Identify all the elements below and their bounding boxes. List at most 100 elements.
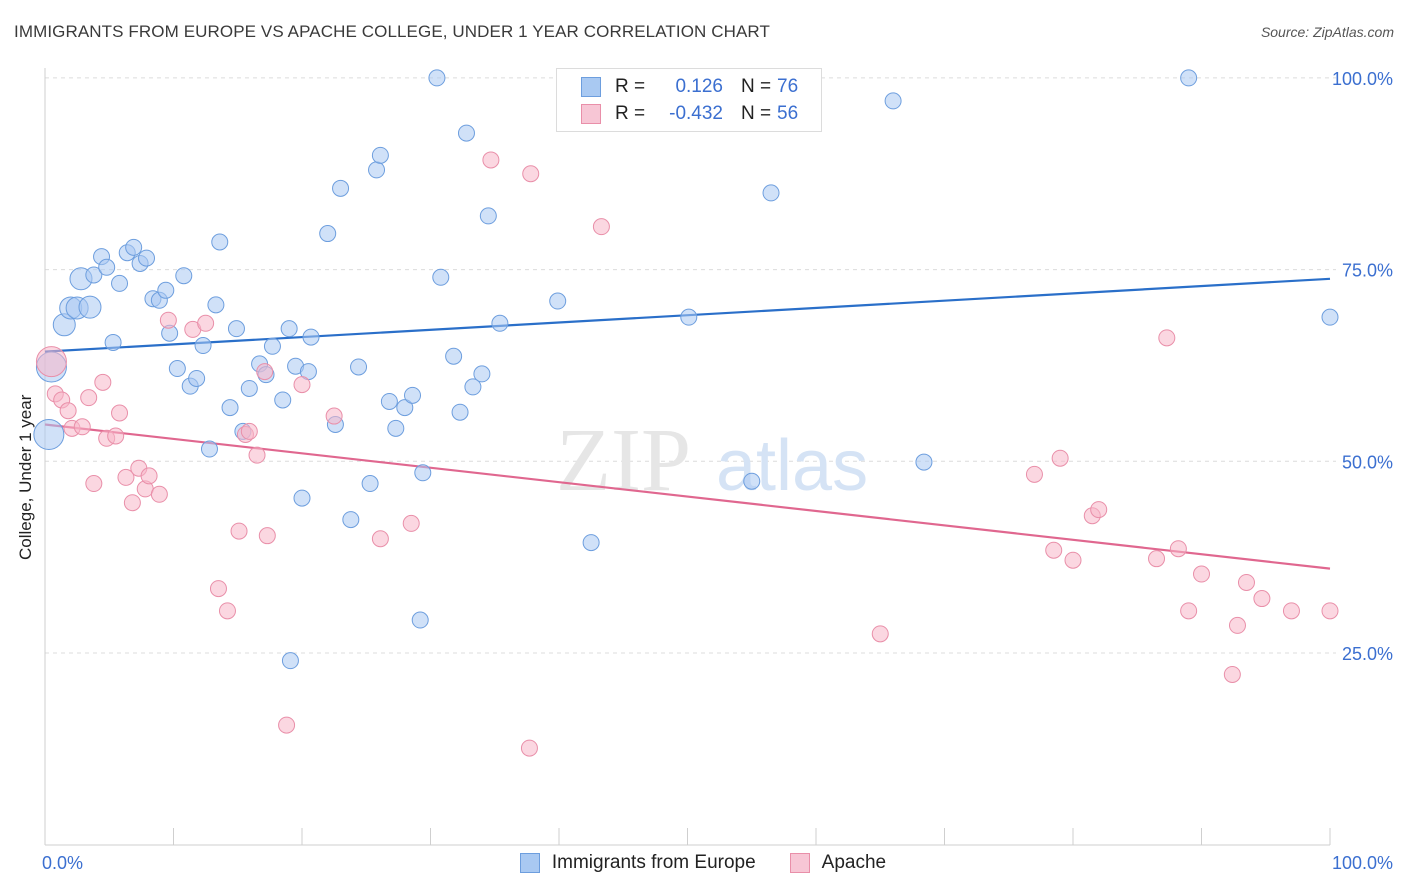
- apache-point: [230, 522, 248, 540]
- apache-point: [871, 625, 889, 643]
- europe-point: [414, 464, 432, 482]
- legend-row-europe: R = 0.126 N = 76: [581, 75, 798, 99]
- apache-point: [482, 151, 500, 169]
- x-tick-labels: 0.0% 100.0%: [42, 853, 1393, 873]
- y-tick-label: 25.0%: [1342, 644, 1393, 664]
- apache-point: [293, 376, 311, 394]
- europe-point: [111, 274, 129, 292]
- apache-point: [278, 716, 296, 734]
- apache-point: [592, 218, 610, 236]
- apache-point: [240, 422, 258, 440]
- apache-point: [1158, 329, 1176, 347]
- europe-point: [240, 379, 258, 397]
- legend-label-apache: Apache: [821, 852, 887, 873]
- y-tick-label: 75.0%: [1342, 261, 1393, 281]
- apache-point: [59, 402, 77, 420]
- europe-point: [457, 124, 475, 142]
- europe-point: [1321, 308, 1339, 326]
- europe-point: [302, 328, 320, 346]
- europe-point: [371, 146, 389, 164]
- europe-point: [582, 534, 600, 552]
- europe-point: [411, 611, 429, 629]
- grid-lines: [45, 77, 1336, 654]
- apache-point: [520, 739, 538, 757]
- europe-point: [138, 249, 156, 267]
- europe-point: [884, 92, 902, 110]
- europe-point: [168, 360, 186, 378]
- apache-point: [256, 363, 274, 381]
- watermark-atlas: atlas: [716, 426, 868, 506]
- europe-point: [368, 161, 386, 179]
- y-tick-label: 50.0%: [1342, 452, 1393, 472]
- apache-point: [1223, 665, 1241, 683]
- chart-title: IMMIGRANTS FROM EUROPE VS APACHE COLLEGE…: [14, 22, 770, 41]
- europe-point: [319, 225, 337, 243]
- europe-point: [188, 369, 206, 387]
- x-tick-label: 0.0%: [42, 853, 83, 873]
- apache-point: [140, 467, 158, 485]
- legend-row-apache: R = -0.432 N = 56: [581, 102, 798, 126]
- europe-point: [473, 365, 491, 383]
- europe-point: [33, 418, 65, 450]
- apache-point: [1025, 465, 1043, 483]
- europe-point: [479, 207, 497, 225]
- europe-point: [380, 392, 398, 410]
- europe-point: [85, 266, 103, 284]
- data-points: [33, 69, 1339, 757]
- apache-point: [218, 602, 236, 620]
- apache-point: [35, 346, 67, 378]
- europe-point: [464, 378, 482, 396]
- europe-point: [332, 179, 350, 197]
- apache-point: [1193, 565, 1210, 583]
- apache-point: [1228, 616, 1246, 634]
- europe-point: [194, 337, 212, 355]
- europe-point: [491, 314, 509, 332]
- europe-point: [549, 292, 567, 310]
- europe-point: [281, 652, 299, 670]
- apache-point: [1237, 573, 1255, 591]
- legend-n-label: N =: [741, 103, 772, 124]
- x-tick-label: 100.0%: [1332, 853, 1393, 873]
- europe-point: [211, 233, 229, 251]
- apache-point: [371, 530, 389, 548]
- europe-point: [125, 238, 143, 256]
- europe-point: [342, 511, 360, 529]
- apache-point: [1064, 551, 1082, 569]
- europe-point: [175, 267, 193, 285]
- europe-point: [200, 440, 218, 458]
- apache-point: [1148, 550, 1166, 568]
- europe-point: [404, 386, 422, 404]
- europe-point: [428, 69, 446, 87]
- europe-point: [263, 337, 281, 355]
- europe-point: [680, 308, 698, 326]
- legend-swatch-apache: [789, 853, 810, 873]
- legend-r-label: R =: [615, 76, 646, 97]
- y-tick-label: 100.0%: [1332, 69, 1393, 89]
- apache-point: [1180, 602, 1198, 620]
- europe-point: [98, 258, 116, 276]
- apache-point: [1321, 602, 1339, 620]
- legend-r-value: 0.126: [675, 76, 723, 97]
- apache-point: [522, 165, 540, 183]
- apache-point: [123, 494, 141, 512]
- europe-point: [221, 399, 239, 417]
- apache-point: [117, 468, 135, 486]
- europe-point: [387, 419, 405, 437]
- europe-point: [396, 399, 414, 417]
- legend-r-value: -0.432: [669, 103, 723, 124]
- europe-point: [451, 403, 469, 421]
- apache-point: [111, 404, 129, 422]
- apache-point: [248, 446, 266, 464]
- apache-point: [1169, 540, 1187, 558]
- apache-point: [325, 407, 343, 425]
- y-axis-label: College, Under 1 year: [16, 394, 35, 560]
- apache-point: [1253, 590, 1271, 608]
- europe-point: [293, 489, 311, 507]
- europe-point: [157, 281, 175, 299]
- europe-point: [445, 347, 463, 365]
- y-tick-labels: 25.0% 50.0% 75.0% 100.0%: [1332, 69, 1393, 664]
- apache-point: [159, 311, 177, 329]
- apache-point: [1282, 602, 1300, 620]
- source-label: Source: ZipAtlas.com: [1260, 24, 1394, 40]
- stats-legend: R = 0.126 N = 76 R = -0.432 N = 56: [556, 68, 822, 132]
